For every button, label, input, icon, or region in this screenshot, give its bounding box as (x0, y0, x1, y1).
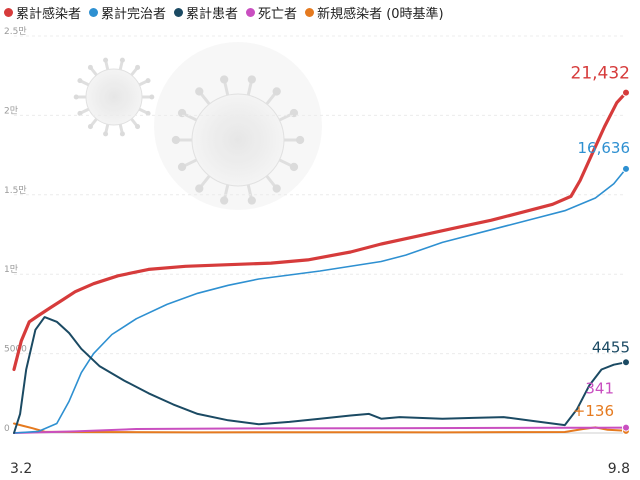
y-tick-label: 0 (4, 424, 10, 434)
chart-legend: 累計感染者 累計完治者 累計患者 死亡者 新規感染者 (0時基準) (4, 2, 444, 22)
series-line (13, 316, 627, 434)
series-line (12, 91, 628, 372)
series-line (13, 168, 627, 434)
legend-dot-icon (174, 7, 184, 17)
legend-dot-icon (89, 7, 99, 17)
legend-label: 死亡者 (258, 6, 298, 22)
x-tick-label: 3.2 (10, 461, 32, 477)
series-end-marker (622, 423, 630, 432)
x-axis-ticks: 3.2 9.8 (10, 461, 630, 477)
legend-item: 死亡者 (246, 3, 297, 22)
series-end-label: +136 (573, 402, 614, 420)
legend-label: 累計患者 (186, 6, 239, 22)
series-line (13, 426, 627, 434)
legend-label: 累計完治者 (101, 6, 167, 22)
legend-label: 新規感染者 (0時基準) (317, 6, 444, 22)
legend-item: 新規感染者 (0時基準) (305, 3, 444, 22)
series-end-label: 21,432 (571, 64, 630, 84)
x-tick-label: 9.8 (608, 461, 630, 477)
virus-watermark-image (73, 42, 322, 210)
y-tick-label: 2.5만 (4, 26, 27, 37)
legend-label: 累計感染者 (16, 6, 82, 22)
series-end-label: 4455 (592, 338, 630, 356)
virus-small-icon (73, 57, 155, 137)
y-tick-label: 1만 (4, 264, 18, 275)
legend-item: 累計患者 (174, 3, 238, 22)
virus-large-icon (171, 75, 305, 205)
legend-dot-icon (246, 7, 256, 17)
series-end-marker (622, 88, 630, 97)
legend-item: 累計完治者 (89, 3, 166, 22)
series-end-marker (622, 164, 630, 173)
legend-dot-icon (305, 7, 315, 17)
end-labels: 21,432 16,636 4455 341 +136 (571, 64, 630, 420)
series-end-marker (622, 358, 630, 367)
series-group (12, 88, 630, 435)
legend-dot-icon (4, 7, 13, 17)
y-tick-label: 2만 (4, 105, 18, 116)
series-end-label: 16,636 (578, 139, 631, 157)
series-end-label: 341 (585, 380, 614, 398)
legend-item: 累計感染者 (4, 3, 81, 22)
y-tick-label: 1.5만 (4, 185, 27, 196)
y-tick-label: 5000 (4, 345, 27, 355)
y-axis-ticks: 2.5만 2만 1.5만 1만 5000 0 (4, 26, 27, 434)
